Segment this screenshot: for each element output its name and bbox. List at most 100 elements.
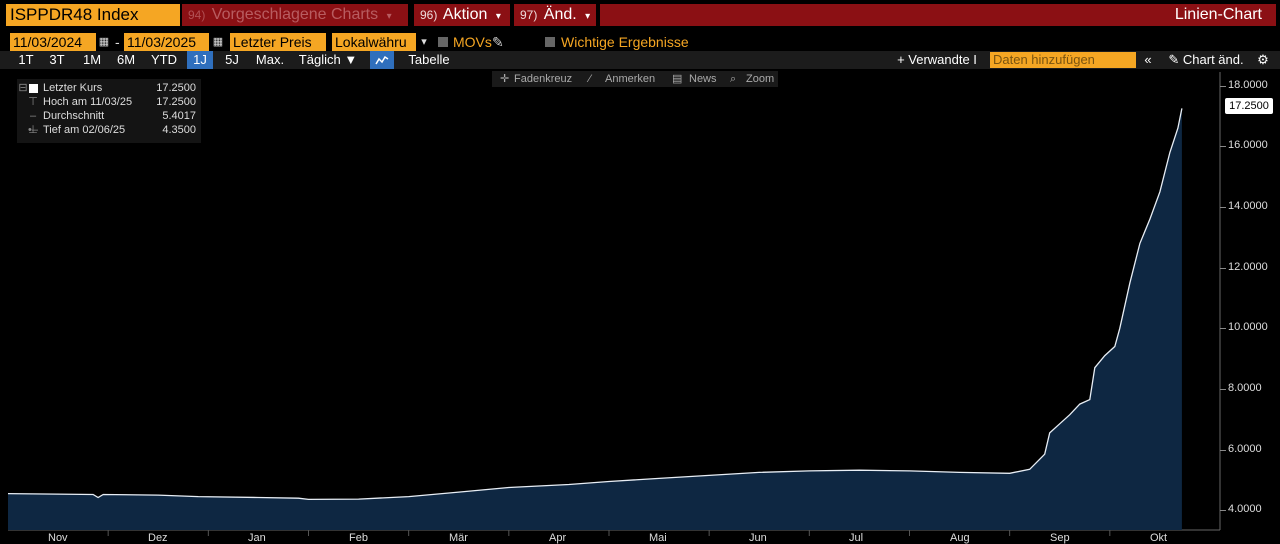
gear-icon[interactable]: ⚙ — [1257, 52, 1269, 67]
crosshair-button[interactable]: Fadenkreuz — [514, 73, 573, 85]
range-3t[interactable]: 3T — [49, 52, 65, 67]
range-6m[interactable]: 6M — [116, 52, 136, 67]
collapse-icon[interactable]: ⊟ — [18, 82, 28, 94]
key-results-checkbox[interactable] — [545, 37, 555, 47]
x-tick-label: Dez — [148, 532, 168, 544]
y-tick-label: 14.0000 — [1228, 200, 1268, 212]
range-max[interactable]: Max. — [255, 52, 285, 67]
y-tick-label: 6.0000 — [1228, 443, 1262, 455]
chart-edit-button[interactable]: ✎ Chart änd. — [1160, 51, 1252, 69]
chart-type-label: Linien-Chart — [600, 4, 1276, 26]
x-tick-label: Nov — [48, 532, 68, 544]
x-tick-label: Sep — [1050, 532, 1070, 544]
y-tick-label: 16.0000 — [1228, 139, 1268, 151]
dropdown-icon[interactable]: ▾ — [418, 33, 430, 51]
ticker-field[interactable]: ISPPDR48 Index — [6, 4, 180, 26]
chevron-down-icon: ▾ — [386, 11, 392, 22]
average-marker-icon: –•– — [28, 110, 38, 136]
legend-label: Durchschnitt — [43, 110, 105, 122]
x-tick-label: Jul — [849, 532, 864, 544]
zoom-button[interactable]: Zoom — [746, 73, 775, 85]
pencil-icon[interactable]: ✎ — [492, 34, 504, 50]
legend-value: 17.2500 — [156, 96, 196, 108]
legend-label: Letzter Kurs — [43, 82, 103, 94]
line-chart-icon[interactable] — [370, 51, 394, 69]
news-button[interactable]: News — [689, 73, 717, 85]
last-value-badge: 17.2500 — [1225, 98, 1273, 114]
legend-panel: ⊟ Letzter Kurs 17.2500 ⊤ Hoch am 11/03/2… — [17, 79, 201, 143]
legend-row: ⊟ Letzter Kurs 17.2500 — [17, 81, 201, 95]
range-ytd[interactable]: YTD — [151, 52, 177, 67]
range-1j[interactable]: 1J — [187, 51, 213, 69]
news-icon: ▤ — [672, 73, 683, 85]
x-tick-label: Jan — [248, 532, 266, 544]
x-tick-label: Jun — [749, 532, 767, 544]
x-tick-label: Mai — [649, 532, 667, 544]
key-results-label: Wichtige Ergebnisse — [561, 34, 689, 50]
frequency-select[interactable]: Täglich ▼ — [298, 52, 358, 67]
collapse-icon[interactable]: « — [1144, 52, 1152, 67]
end-date-field[interactable]: 11/03/2025 — [124, 33, 209, 51]
change-menu-button[interactable]: 97) Änd. ▾ — [514, 4, 596, 26]
calendar-icon[interactable]: ▦ — [98, 33, 110, 51]
zoom-icon: ⌕ — [730, 73, 737, 85]
chart-tool-strip: ✛ Fadenkreuz ⁄ Anmerken ▤ News ⌕ Zoom — [492, 71, 778, 87]
add-data-input[interactable]: Daten hinzufügen — [990, 52, 1136, 68]
related-button[interactable]: + Verwandte I — [897, 52, 977, 67]
suggested-charts-button[interactable]: 94) Vorgeschlagene Charts ▾ — [182, 4, 408, 26]
movs-label: MOVs — [453, 34, 492, 50]
start-date-field[interactable]: 11/03/2024 — [10, 33, 96, 51]
price-field-select[interactable]: Letzter Preis — [230, 33, 326, 51]
title-bar: ISPPDR48 Index 94) Vorgeschlagene Charts… — [0, 0, 1280, 30]
y-tick-mark — [1220, 86, 1226, 87]
y-tick-mark — [1220, 268, 1226, 269]
action-label: Aktion — [442, 6, 488, 23]
movs-checkbox[interactable] — [438, 37, 448, 47]
low-marker-icon: ⊥ — [28, 124, 38, 136]
y-tick-label: 12.0000 — [1228, 261, 1268, 273]
legend-row: ⊤ Hoch am 11/03/25 17.2500 — [17, 95, 201, 109]
legend-row: –•– Durchschnitt 5.4017 — [17, 109, 201, 136]
range-5j[interactable]: 5J — [225, 52, 239, 67]
action-number: 96) — [420, 8, 438, 22]
action-menu-button[interactable]: 96) Aktion ▾ — [414, 4, 510, 26]
y-tick-label: 18.0000 — [1228, 79, 1268, 91]
annotate-button[interactable]: Anmerken — [605, 73, 656, 85]
y-tick-mark — [1220, 328, 1226, 329]
y-tick-label: 10.0000 — [1228, 321, 1268, 333]
legend-label: Hoch am 11/03/25 — [43, 96, 133, 108]
suggested-charts-label: Vorgeschlagene Charts — [211, 6, 379, 23]
change-number: 97) — [520, 8, 538, 22]
y-tick-mark — [1220, 207, 1226, 208]
legend-value: 4.3500 — [162, 124, 196, 136]
series-line — [7, 108, 1183, 501]
x-tick-label: Mär — [449, 532, 468, 544]
x-tick-label: Feb — [349, 532, 368, 544]
legend-swatch[interactable] — [29, 84, 38, 93]
range-toolbar: 1T 3T 1M 6M YTD 1J 5J Max. Täglich ▼ Tab… — [0, 51, 1280, 69]
currency-select[interactable]: Lokalwähru — [332, 33, 416, 51]
y-tick-label: 4.0000 — [1228, 503, 1262, 515]
legend-value: 5.4017 — [162, 110, 196, 122]
calendar-icon[interactable]: ▦ — [212, 33, 224, 51]
series-area — [8, 108, 1182, 531]
pencil-icon: ✎ — [1168, 52, 1180, 67]
y-tick-label: 8.0000 — [1228, 382, 1262, 394]
chart-edit-label: Chart änd. — [1182, 52, 1244, 67]
y-tick-mark — [1220, 450, 1226, 451]
change-label: Änd. — [543, 6, 577, 23]
range-1t[interactable]: 1T — [18, 52, 34, 67]
legend-row: ⊥ Tief am 02/06/25 4.3500 — [17, 123, 201, 137]
x-tick-label: Apr — [549, 532, 567, 544]
x-tick-label: Okt — [1150, 532, 1168, 544]
high-marker-icon: ⊤ — [28, 96, 38, 108]
control-bar: 11/03/2024 ▦ - 11/03/2025 ▦ Letzter Prei… — [0, 32, 1280, 52]
range-1m[interactable]: 1M — [82, 52, 102, 67]
annotate-icon: ⁄ — [589, 73, 591, 85]
y-tick-mark — [1220, 510, 1226, 511]
table-button[interactable]: Tabelle — [408, 52, 450, 67]
crosshair-icon: ✛ — [500, 73, 510, 85]
y-tick-mark — [1220, 389, 1226, 390]
suggested-charts-number: 94) — [188, 8, 206, 22]
